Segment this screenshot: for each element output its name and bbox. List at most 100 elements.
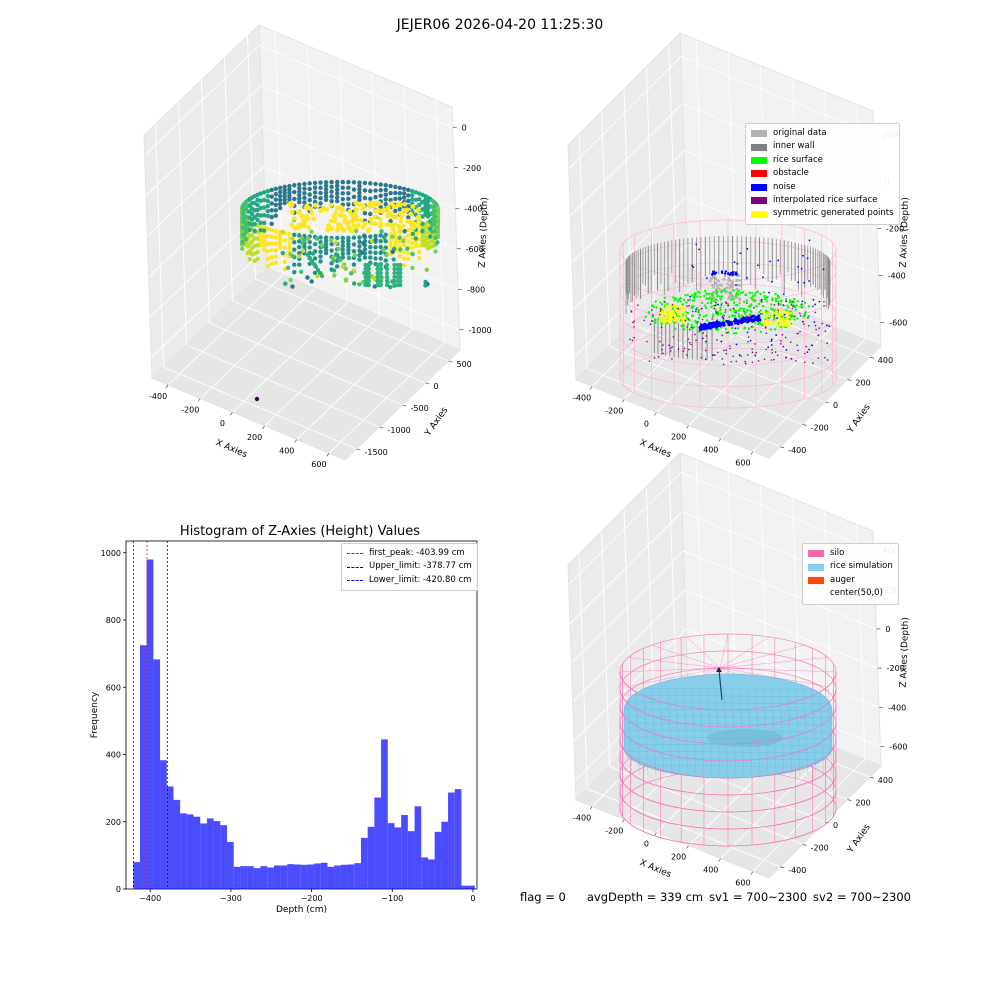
rice-surface-point [741, 291, 745, 294]
raw-point [371, 275, 376, 280]
mesh-line [811, 689, 817, 776]
rice-surface-point [763, 296, 767, 299]
symmetric-point [678, 313, 682, 316]
interpolated-point [632, 321, 634, 324]
rice-surface-point [715, 298, 718, 302]
legend-label: rice surface [773, 154, 823, 165]
raw-point [269, 234, 274, 240]
raw-point [273, 213, 279, 218]
interpolated-point [782, 304, 785, 306]
original-point [714, 281, 718, 285]
raw-point [383, 201, 388, 207]
grid-line [609, 765, 803, 845]
rice-surface-point [720, 302, 723, 305]
noise-point [730, 271, 733, 275]
raw-point [388, 284, 393, 290]
symmetric-point [762, 310, 765, 314]
raw-point [340, 191, 345, 196]
interpolated-point [765, 332, 768, 334]
histogram-bar [394, 827, 402, 889]
raw-point [261, 242, 267, 248]
symmetric-point [788, 322, 791, 326]
noise-point [740, 321, 744, 325]
rice-surface-point [686, 293, 689, 297]
legend-entry: symmetric generated points [751, 207, 894, 220]
mesh-line [625, 722, 831, 726]
original-point [729, 279, 732, 283]
z-tick-label: -1000 [468, 326, 491, 335]
noise-point [723, 272, 727, 275]
raw-point [388, 190, 393, 196]
rice-surface-point [704, 306, 708, 310]
rice-surface-point [697, 330, 701, 333]
raw-point [368, 211, 373, 217]
interpolated-point [713, 307, 716, 310]
raw-point [269, 261, 274, 267]
raw-point [378, 204, 383, 210]
raw-point [277, 201, 283, 207]
mesh-line [683, 689, 689, 776]
raw-point [312, 270, 318, 275]
raw-point [265, 241, 270, 246]
y-tick-label: -200 [811, 423, 829, 432]
rice-surface-point [747, 327, 751, 330]
rice-surface-point [716, 313, 719, 316]
symmetric-point [670, 316, 673, 320]
raw-point [383, 258, 388, 263]
rice-surface-point [686, 312, 690, 315]
noise-point [802, 254, 804, 257]
interpolated-point [630, 311, 633, 313]
rice-surface-point [732, 332, 736, 335]
rice-surface-point [711, 313, 715, 316]
raw-point [383, 238, 388, 244]
raw-point [289, 222, 295, 228]
interpolated-point [729, 345, 731, 347]
noise-point [734, 327, 737, 330]
y-tick-label: 200 [855, 799, 870, 808]
raw-point [288, 203, 294, 209]
raw-point [312, 199, 318, 205]
rice-surface-point [698, 313, 702, 317]
interpolated-point [659, 310, 662, 312]
y-tick-label: 800 [106, 616, 121, 625]
raw-point [357, 235, 362, 240]
interpolated-point [824, 330, 827, 332]
z-tick-label: -200 [886, 225, 904, 234]
rice-surface-point [736, 304, 739, 307]
histogram-bar [166, 786, 174, 889]
original-point [726, 297, 730, 300]
z-tick-label: -400 [464, 204, 482, 213]
raw-point [398, 218, 404, 224]
rice-surface-point [673, 327, 677, 331]
noise-point [747, 319, 751, 323]
raw-point [335, 227, 340, 233]
symmetric-point [664, 318, 668, 321]
raw-point [300, 240, 305, 246]
histogram-bar [421, 857, 428, 889]
interpolated-point [773, 304, 776, 306]
raw-point [362, 222, 367, 228]
rice-surface-point [728, 291, 732, 294]
raw-point [378, 239, 383, 244]
rice-surface-point [697, 308, 700, 312]
raw-point [375, 262, 381, 268]
raw-point [329, 248, 334, 253]
symmetric-point [665, 304, 669, 308]
silo-roof-wire [719, 633, 729, 669]
rice-surface-point [663, 296, 666, 300]
raw-point [388, 183, 393, 189]
raw-point [261, 190, 267, 195]
raw-point [335, 195, 340, 200]
raw-point [302, 244, 307, 249]
rice-surface-point [697, 316, 701, 320]
raw-point [382, 235, 387, 240]
rice-surface-point [762, 291, 765, 294]
raw-point [337, 257, 343, 263]
original-point [733, 296, 736, 300]
raw-point [261, 238, 267, 243]
raw-point [302, 200, 307, 205]
symmetric-point [772, 311, 776, 315]
raw-point [357, 239, 362, 245]
raw-point [367, 204, 373, 209]
raw-point [282, 197, 287, 202]
